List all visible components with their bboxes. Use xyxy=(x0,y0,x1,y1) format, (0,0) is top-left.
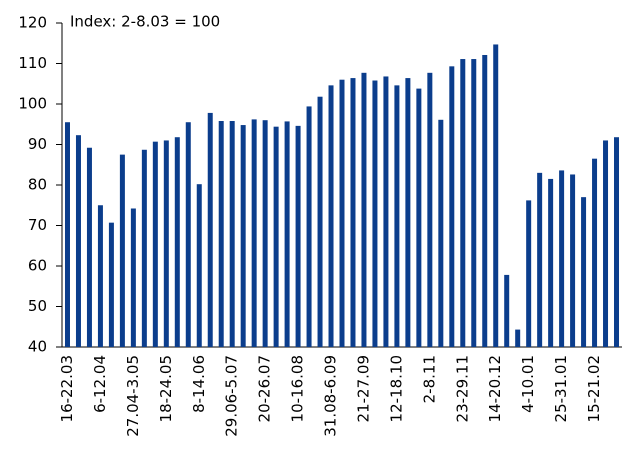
bar xyxy=(581,197,587,347)
bar xyxy=(75,135,81,347)
bar xyxy=(295,125,301,348)
x-tick-label: 4-10.01 xyxy=(519,355,537,413)
bar xyxy=(471,59,477,348)
x-tick-label: 21-27.09 xyxy=(354,355,372,422)
x-tick-label: 23-29.11 xyxy=(453,355,471,422)
bar xyxy=(372,80,378,347)
x-tick-label: 12-18.10 xyxy=(387,355,405,422)
bar xyxy=(559,170,565,347)
bar xyxy=(218,121,224,347)
bar xyxy=(152,141,158,347)
bar xyxy=(229,121,235,347)
bar xyxy=(592,158,598,347)
x-tick-label: 15-21.02 xyxy=(585,355,603,422)
bar xyxy=(119,154,125,347)
x-tick-label: 16-22.03 xyxy=(58,355,76,422)
x-tick-label: 29.06-5.07 xyxy=(223,355,241,437)
bar xyxy=(416,88,422,348)
x-tick-label: 18-24.05 xyxy=(157,355,175,422)
bar xyxy=(394,85,400,348)
y-tick-label: 110 xyxy=(18,54,47,72)
x-tick-label: 20-26.07 xyxy=(256,355,274,422)
x-tick-label: 25-31.01 xyxy=(552,355,570,422)
bar xyxy=(614,137,620,347)
bar xyxy=(262,120,268,347)
bar xyxy=(328,85,334,348)
bar xyxy=(504,274,510,347)
bar xyxy=(526,200,532,347)
bar xyxy=(427,72,433,347)
bar xyxy=(108,222,114,347)
bar xyxy=(493,44,499,348)
bar xyxy=(306,106,312,348)
y-tick-label: 40 xyxy=(28,338,47,356)
bar xyxy=(284,121,290,347)
bar xyxy=(273,126,279,348)
y-tick-label: 60 xyxy=(28,257,47,275)
x-tick-label: 31.08-6.09 xyxy=(322,355,340,437)
bar xyxy=(64,122,70,347)
bar xyxy=(515,329,521,347)
x-tick-label: 14-20.12 xyxy=(486,355,504,422)
bar xyxy=(383,76,389,348)
bar xyxy=(570,174,576,347)
bar xyxy=(449,66,455,348)
bar xyxy=(86,147,92,347)
y-tick-label: 120 xyxy=(18,14,47,32)
y-tick-label: 90 xyxy=(28,135,47,153)
bar xyxy=(603,140,609,347)
bar xyxy=(482,54,488,348)
bar xyxy=(339,79,345,347)
bar xyxy=(405,78,411,347)
y-tick-label: 80 xyxy=(28,176,47,194)
bar xyxy=(207,112,213,347)
y-tick-label: 100 xyxy=(18,95,47,113)
bar xyxy=(460,59,466,348)
bar xyxy=(537,172,543,347)
bar xyxy=(350,78,356,347)
bar xyxy=(130,208,136,347)
x-tick-label: 2-8.11 xyxy=(420,355,438,403)
y-tick-label: 70 xyxy=(28,216,47,234)
bar xyxy=(163,140,169,347)
bar xyxy=(196,184,202,347)
y-tick-label: 50 xyxy=(28,297,47,315)
bar xyxy=(97,205,103,347)
bar xyxy=(361,72,367,347)
bar xyxy=(174,137,180,347)
x-tick-label: 27.04-3.05 xyxy=(124,355,142,437)
bar xyxy=(185,122,191,347)
bar xyxy=(141,149,147,347)
x-tick-label: 6-12.04 xyxy=(91,355,109,413)
bar xyxy=(240,125,246,347)
x-tick-label: 8-14.06 xyxy=(190,355,208,413)
bar xyxy=(251,119,257,347)
bar xyxy=(317,96,323,348)
annotation: Index: 2-8.03 = 100 xyxy=(70,13,220,31)
bar xyxy=(438,119,444,347)
x-tick-label: 10-16.08 xyxy=(289,355,307,422)
bar xyxy=(548,178,554,347)
